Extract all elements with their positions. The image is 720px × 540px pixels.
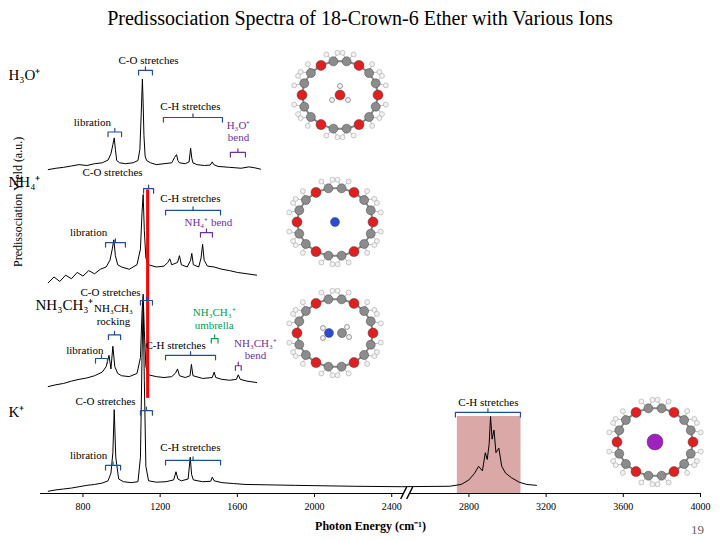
svg-text:1200: 1200	[150, 501, 170, 512]
svg-text:H₃O⁺: H₃O⁺	[8, 67, 40, 83]
svg-text:libration: libration	[66, 344, 104, 356]
svg-text:libration: libration	[74, 116, 112, 128]
svg-text:4000: 4000	[691, 501, 711, 512]
svg-text:3600: 3600	[613, 501, 633, 512]
svg-text:K⁺: K⁺	[8, 404, 24, 420]
svg-text:C-H stretches: C-H stretches	[160, 192, 220, 204]
svg-text:Predissociation Yield (a.u.): Predissociation Yield (a.u.)	[11, 137, 25, 267]
svg-text:3200: 3200	[536, 501, 556, 512]
svg-text:libration: libration	[70, 226, 108, 238]
svg-text:NH₃CH₃⁺umbrella: NH₃CH₃⁺umbrella	[193, 306, 236, 330]
svg-text:800: 800	[75, 501, 90, 512]
svg-text:H₃O⁺bend: H₃O⁺bend	[227, 119, 251, 143]
svg-text:libration: libration	[70, 449, 108, 461]
svg-text:2000: 2000	[305, 501, 325, 512]
svg-text:C-H stretches: C-H stretches	[145, 339, 205, 351]
html-text:Predissociation Spectra of 18-: Predissociation Spectra of 18-Crown-6 Et…	[107, 7, 613, 29]
svg-text:C-H stretches: C-H stretches	[160, 441, 220, 453]
svg-text:NH₃CH₃rocking: NH₃CH₃rocking	[94, 302, 133, 326]
svg-text:C-H stretches: C-H stretches	[458, 396, 518, 408]
svg-text:NH₃CH₃⁺: NH₃CH₃⁺	[35, 297, 93, 313]
svg-text:NH₃CH₃⁺bend: NH₃CH₃⁺bend	[234, 337, 277, 361]
svg-text:C-O stretches: C-O stretches	[75, 395, 135, 407]
svg-text:Photon Energy (cm⁻¹): Photon Energy (cm⁻¹)	[315, 519, 426, 533]
svg-text:1600: 1600	[227, 501, 247, 512]
svg-text:NH₄⁺ bend: NH₄⁺ bend	[184, 216, 232, 228]
html-text:19: 19	[691, 522, 704, 537]
svg-text:C-O stretches: C-O stretches	[80, 286, 141, 299]
svg-text:C-H stretches: C-H stretches	[160, 100, 220, 112]
svg-text:2400: 2400	[382, 501, 402, 512]
svg-text:C-O stretches: C-O stretches	[118, 54, 178, 66]
svg-text:2800: 2800	[459, 501, 479, 512]
svg-text:C-O stretches: C-O stretches	[82, 166, 142, 178]
